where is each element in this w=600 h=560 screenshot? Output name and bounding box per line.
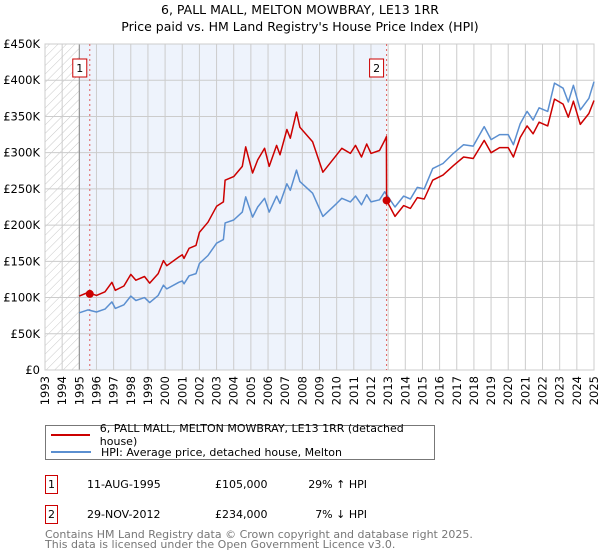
x-tick-label: 2012 xyxy=(364,376,378,405)
x-tick-label: 2006 xyxy=(261,376,275,405)
x-tick-label: 1997 xyxy=(107,376,121,405)
y-tick-label: £150K xyxy=(3,254,40,268)
legend-item-hpi: HPI: Average price, detached house, Melt… xyxy=(51,444,342,460)
x-tick-label: 2005 xyxy=(244,376,258,405)
y-tick-label: £100K xyxy=(3,291,40,305)
sale-price: £234,000 xyxy=(215,508,268,521)
sale-marker: 2 xyxy=(45,505,58,524)
y-tick-label: £0 xyxy=(25,363,40,377)
sale-label: 1 xyxy=(76,62,83,75)
sale-date: 11-AUG-1995 xyxy=(87,478,161,491)
x-tick-label: 2025 xyxy=(587,376,600,405)
y-tick-label: £450K xyxy=(3,37,40,51)
x-tick-label: 2000 xyxy=(158,376,172,405)
x-tick-label: 2003 xyxy=(210,376,224,405)
x-tick-label: 2002 xyxy=(192,376,206,405)
sale-date: 29-NOV-2012 xyxy=(87,508,161,521)
legend: 6, PALL MALL, MELTON MOWBRAY, LE13 1RR (… xyxy=(45,422,435,460)
y-tick-label: £300K xyxy=(3,146,40,160)
series-line xyxy=(79,98,595,297)
y-tick-label: £400K xyxy=(3,73,40,87)
y-tick-label: £250K xyxy=(3,182,40,196)
x-tick-label: 1996 xyxy=(89,376,103,405)
x-tick-label: 1998 xyxy=(124,376,138,405)
x-tick-label: 2021 xyxy=(518,376,532,405)
legend-swatch-property xyxy=(51,434,90,436)
y-tick-label: £50K xyxy=(11,327,41,341)
x-tick-label: 2024 xyxy=(570,376,584,405)
price-chart: 6, PALL MALL, MELTON MOWBRAY, LE13 1RR P… xyxy=(3,2,600,405)
sale-label-box xyxy=(369,58,385,78)
x-tick-label: 2014 xyxy=(398,376,412,405)
x-tick-label: 2001 xyxy=(175,376,189,405)
plot-frame xyxy=(44,43,595,371)
x-tick-label: 2008 xyxy=(295,376,309,405)
legend-label-hpi: HPI: Average price, detached house, Melt… xyxy=(101,445,342,459)
shaded-period xyxy=(79,44,387,370)
x-tick-label: 2019 xyxy=(484,376,498,405)
y-tick-label: £200K xyxy=(3,218,40,232)
sale-hpi-diff: 29% ↑ HPI xyxy=(308,478,367,491)
x-tick-label: 1993 xyxy=(38,376,52,405)
sale-point xyxy=(85,289,94,298)
x-tick-label: 2023 xyxy=(553,376,567,405)
x-tick-label: 2011 xyxy=(347,376,361,405)
x-tick-label: 2007 xyxy=(278,376,292,405)
x-tick-label: 2004 xyxy=(227,376,241,405)
sale-label: 2 xyxy=(373,62,380,75)
chart-subtitle: Price paid vs. HM Land Registry's House … xyxy=(121,19,478,34)
x-tick-label: 1999 xyxy=(141,376,155,405)
x-tick-label: 2017 xyxy=(450,376,464,405)
sale-marker: 1 xyxy=(45,475,58,494)
x-tick-label: 1994 xyxy=(55,376,69,405)
footer: Contains HM Land Registry data © Crown c… xyxy=(45,528,473,551)
sale-label-box xyxy=(72,58,88,78)
x-tick-label: 2010 xyxy=(330,376,344,405)
footer-copyright: Contains HM Land Registry data © Crown c… xyxy=(45,528,473,541)
chart-title: 6, PALL MALL, MELTON MOWBRAY, LE13 1RR xyxy=(161,2,439,17)
x-tick-label: 2020 xyxy=(501,376,515,405)
series-line xyxy=(79,81,595,314)
legend-label-property: 6, PALL MALL, MELTON MOWBRAY, LE13 1RR (… xyxy=(99,422,404,448)
footer-licence: This data is licensed under the Open Gov… xyxy=(45,538,396,551)
x-tick-label: 1995 xyxy=(72,376,86,405)
legend-item-property: 6, PALL MALL, MELTON MOWBRAY, LE13 1RR (… xyxy=(51,422,434,448)
x-tick-label: 2009 xyxy=(313,376,327,405)
sale-price: £105,000 xyxy=(215,478,268,491)
x-tick-label: 2018 xyxy=(467,376,481,405)
y-tick-label: £350K xyxy=(3,109,40,123)
x-tick-label: 2022 xyxy=(536,376,550,405)
x-tick-label: 2015 xyxy=(415,376,429,405)
sale-hpi-diff: 7% ↓ HPI xyxy=(315,508,367,521)
sale-point xyxy=(382,196,391,205)
x-tick-label: 2016 xyxy=(433,376,447,405)
legend-swatch-hpi xyxy=(51,451,91,453)
x-tick-label: 2013 xyxy=(381,376,395,405)
